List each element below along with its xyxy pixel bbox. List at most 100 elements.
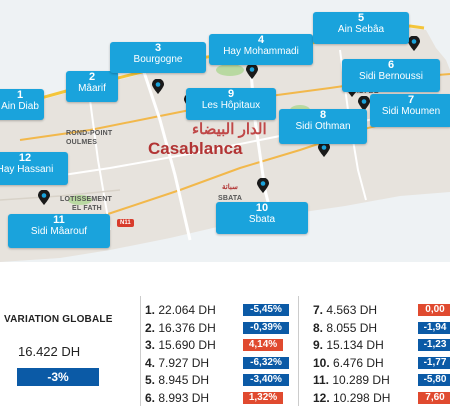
district-name: Ain Diab [1,101,39,112]
district-callout-12[interactable]: 12 Hay Hassani [0,152,68,185]
district-callout-7[interactable]: 7 Sidi Moumen [370,94,450,127]
table-row: 4. 7.927 DH [145,356,209,370]
district-number: 4 [257,34,265,46]
place-label: LOTISSEMENT [60,196,112,203]
map-pin-icon[interactable] [408,36,420,51]
row-index: 2. [145,321,156,335]
row-index: 9. [313,338,324,352]
district-callout-11[interactable]: 11 Sidi Mâarouf [8,214,110,248]
change-badge: -1,23 [418,339,450,351]
price-table: VARIATION GLOBALE 16.422 DH -3% 1. 22.06… [0,296,450,406]
row-price: 10.289 DH [332,373,390,387]
row-price: 6.476 DH [333,356,384,370]
district-callout-9[interactable]: 9 Les Hôpitaux [186,88,276,120]
district-name: Ain Sebâa [337,24,385,35]
map-pin-icon[interactable] [318,142,330,157]
district-callout-4[interactable]: 4 Hay Mohammadi [209,34,313,65]
table-row: 2. 16.376 DH [145,321,216,335]
row-price: 16.376 DH [158,321,216,335]
map-pin-icon[interactable] [152,79,164,94]
district-number: 1 [16,89,24,101]
district-name: Sidi Mâarouf [30,226,88,237]
table-row: 9. 15.134 DH [313,338,384,352]
row-index: 7. [313,303,324,317]
change-badge: -3,40% [243,374,289,386]
table-row: 5. 8.945 DH [145,373,209,387]
table-row: 1. 22.064 DH [145,303,216,317]
place-label: ROND-POINT [66,130,113,137]
district-number: 6 [387,59,395,71]
map-pin-icon[interactable] [257,178,269,193]
change-badge: -5,45% [243,304,289,316]
district-name: Sidi Moumen [381,106,441,117]
district-callout-10[interactable]: 10 Sbata [216,202,308,234]
city-name: Casablanca [148,139,243,158]
place-label: سباتة [222,184,238,191]
district-number: 9 [227,88,235,100]
row-index: 3. [145,338,156,352]
district-callout-5[interactable]: 5 Ain Sebâa [313,12,409,44]
map-pin-icon[interactable] [358,96,370,111]
map-pin-icon[interactable] [38,190,50,205]
map-area: الدار البيضاء Casablanca ROND-POINT OULM… [0,0,450,262]
variation-title: VARIATION GLOBALE [4,314,113,325]
table-row: 10. 6.476 DH [313,356,384,370]
table-row: 11. 10.289 DH [313,373,390,387]
row-index: 11. [313,373,330,387]
row-price: 4.563 DH [326,303,378,317]
district-name: Sidi Othman [295,121,351,132]
district-number: 11 [53,214,65,226]
row-price: 8.945 DH [158,373,210,387]
road-badge: N11 [117,219,134,227]
district-number: 7 [407,94,415,106]
row-index: 12. [313,391,330,405]
district-name: Hay Mohammadi [223,46,299,57]
district-number: 2 [88,71,96,83]
table-row: 3. 15.690 DH [145,338,216,352]
change-badge: 7,60 [418,392,450,404]
divider [140,296,141,406]
row-index: 1. [145,303,156,317]
district-number: 12 [18,152,32,164]
place-label: SBATA [218,195,243,202]
table-row: 6. 8.993 DH [145,391,209,405]
change-badge: 0,00 [418,304,450,316]
row-price: 15.134 DH [326,338,384,352]
district-number: 3 [154,42,162,54]
table-row: 7. 4.563 DH [313,303,377,317]
global-value: 16.422 DH [18,344,81,359]
district-number: 5 [357,12,365,24]
row-index: 5. [145,373,156,387]
row-index: 6. [145,391,156,405]
district-callout-8[interactable]: 8 Sidi Othman [279,109,367,144]
map-pin-icon[interactable] [246,64,258,79]
district-name: Bourgogne [133,54,183,65]
city-name-arabic: الدار البيضاء [192,121,267,138]
district-callout-3[interactable]: 3 Bourgogne [110,42,206,73]
change-badge: -5,80 [418,374,450,386]
table-row: 12. 10.298 DH [313,391,390,405]
place-label: EL FATH [72,205,102,212]
district-callout-6[interactable]: 6 Sidi Bernoussi [342,59,440,92]
row-price: 10.298 DH [333,391,391,405]
change-badge: -1,94 [418,322,450,334]
row-index: 4. [145,356,156,370]
row-price: 7.927 DH [158,356,210,370]
district-name: Mâarif [78,83,106,94]
change-badge: -0,39% [243,322,289,334]
global-change-badge: -3% [17,368,99,386]
district-number: 8 [319,109,327,121]
district-callout-1[interactable]: 1 Ain Diab [0,89,44,120]
table-row: 8. 8.055 DH [313,321,377,335]
row-index: 8. [313,321,324,335]
district-callout-2[interactable]: 2 Mâarif [66,71,118,102]
district-name: Hay Hassani [0,164,54,175]
change-badge: -6,32% [243,357,289,369]
row-price: 15.690 DH [158,338,216,352]
district-name: Sbata [248,214,276,225]
district-number: 10 [255,202,269,214]
change-badge: -1,77 [418,357,450,369]
divider [298,296,299,406]
place-label: OULMES [66,139,98,146]
change-badge: 1,32% [243,392,283,404]
